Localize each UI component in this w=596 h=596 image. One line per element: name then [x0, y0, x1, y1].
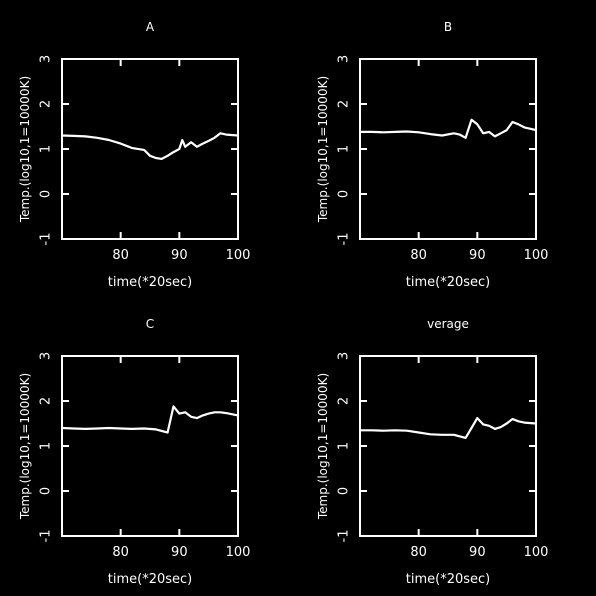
y-tick-label: 0 — [39, 190, 54, 198]
plot-frame — [61, 58, 239, 240]
x-axis-label: time(*20sec) — [108, 275, 192, 290]
x-tick-label: 90 — [469, 545, 486, 560]
series-line-0 — [60, 405, 240, 434]
y-tick-label: -1 — [337, 530, 352, 543]
x-tick-label: 100 — [524, 248, 549, 263]
x-tick-label: 90 — [171, 545, 188, 560]
y-tick-label: 3 — [337, 352, 352, 360]
y-axis-label: Temp.(log10,1=10000K) — [18, 76, 32, 223]
x-tick-label: 100 — [524, 545, 549, 560]
x-axis-label: time(*20sec) — [108, 572, 192, 587]
y-tick-label: 2 — [337, 100, 352, 108]
y-tick-label: -1 — [337, 233, 352, 246]
y-axis-label: Temp.(log10,1=10000K) — [316, 76, 330, 223]
x-axis-label: time(*20sec) — [406, 572, 490, 587]
y-axis-label: Temp.(log10,1=10000K) — [18, 373, 32, 520]
x-tick-label: 80 — [112, 545, 129, 560]
x-tick-label: 100 — [226, 248, 251, 263]
y-tick-label: 0 — [337, 487, 352, 495]
y-tick-label: 1 — [337, 145, 352, 153]
y-tick-label: 1 — [39, 145, 54, 153]
series-line-0 — [60, 132, 240, 160]
plot-frame — [359, 58, 537, 240]
chart-title: B — [444, 20, 452, 34]
panel-0: A 80 90 100 -1 0 1 2 3 time(*20sec) Temp.(log10,1=… — [18, 20, 250, 290]
plot-frame — [359, 355, 537, 537]
y-tick-label: 1 — [337, 442, 352, 450]
chart-title: A — [146, 20, 155, 34]
y-tick-label: 0 — [337, 190, 352, 198]
x-axis-label: time(*20sec) — [406, 275, 490, 290]
panel-3: verage 80 90 100 -1 0 1 2 3 time(*20sec) Temp.(log… — [316, 317, 548, 587]
chart-title: C — [146, 317, 154, 331]
x-tick-label: 100 — [226, 545, 251, 560]
x-tick-label: 80 — [410, 248, 427, 263]
y-tick-label: 2 — [39, 100, 54, 108]
x-tick-label: 80 — [410, 545, 427, 560]
y-tick-label: -1 — [39, 233, 54, 246]
y-tick-label: 2 — [337, 397, 352, 405]
series-line-0 — [358, 417, 538, 439]
y-tick-label: 0 — [39, 487, 54, 495]
series-line-0 — [358, 118, 538, 139]
x-tick-label: 80 — [112, 248, 129, 263]
y-tick-label: 3 — [39, 352, 54, 360]
plot-frame — [61, 355, 239, 537]
y-tick-label: 1 — [39, 442, 54, 450]
y-axis-label: Temp.(log10,1=10000K) — [316, 373, 330, 520]
x-tick-label: 90 — [171, 248, 188, 263]
panel-2: C 80 90 100 -1 0 1 2 3 time(*20sec) Temp.(log10,1=… — [18, 317, 250, 587]
chart-title: verage — [427, 317, 469, 331]
x-tick-label: 90 — [469, 248, 486, 263]
y-tick-label: 3 — [337, 55, 352, 63]
y-tick-label: -1 — [39, 530, 54, 543]
y-tick-label: 3 — [39, 55, 54, 63]
panel-1: B 80 90 100 -1 0 1 2 3 time(*20sec) Temp.(log10,1=… — [316, 20, 548, 290]
y-tick-label: 2 — [39, 397, 54, 405]
